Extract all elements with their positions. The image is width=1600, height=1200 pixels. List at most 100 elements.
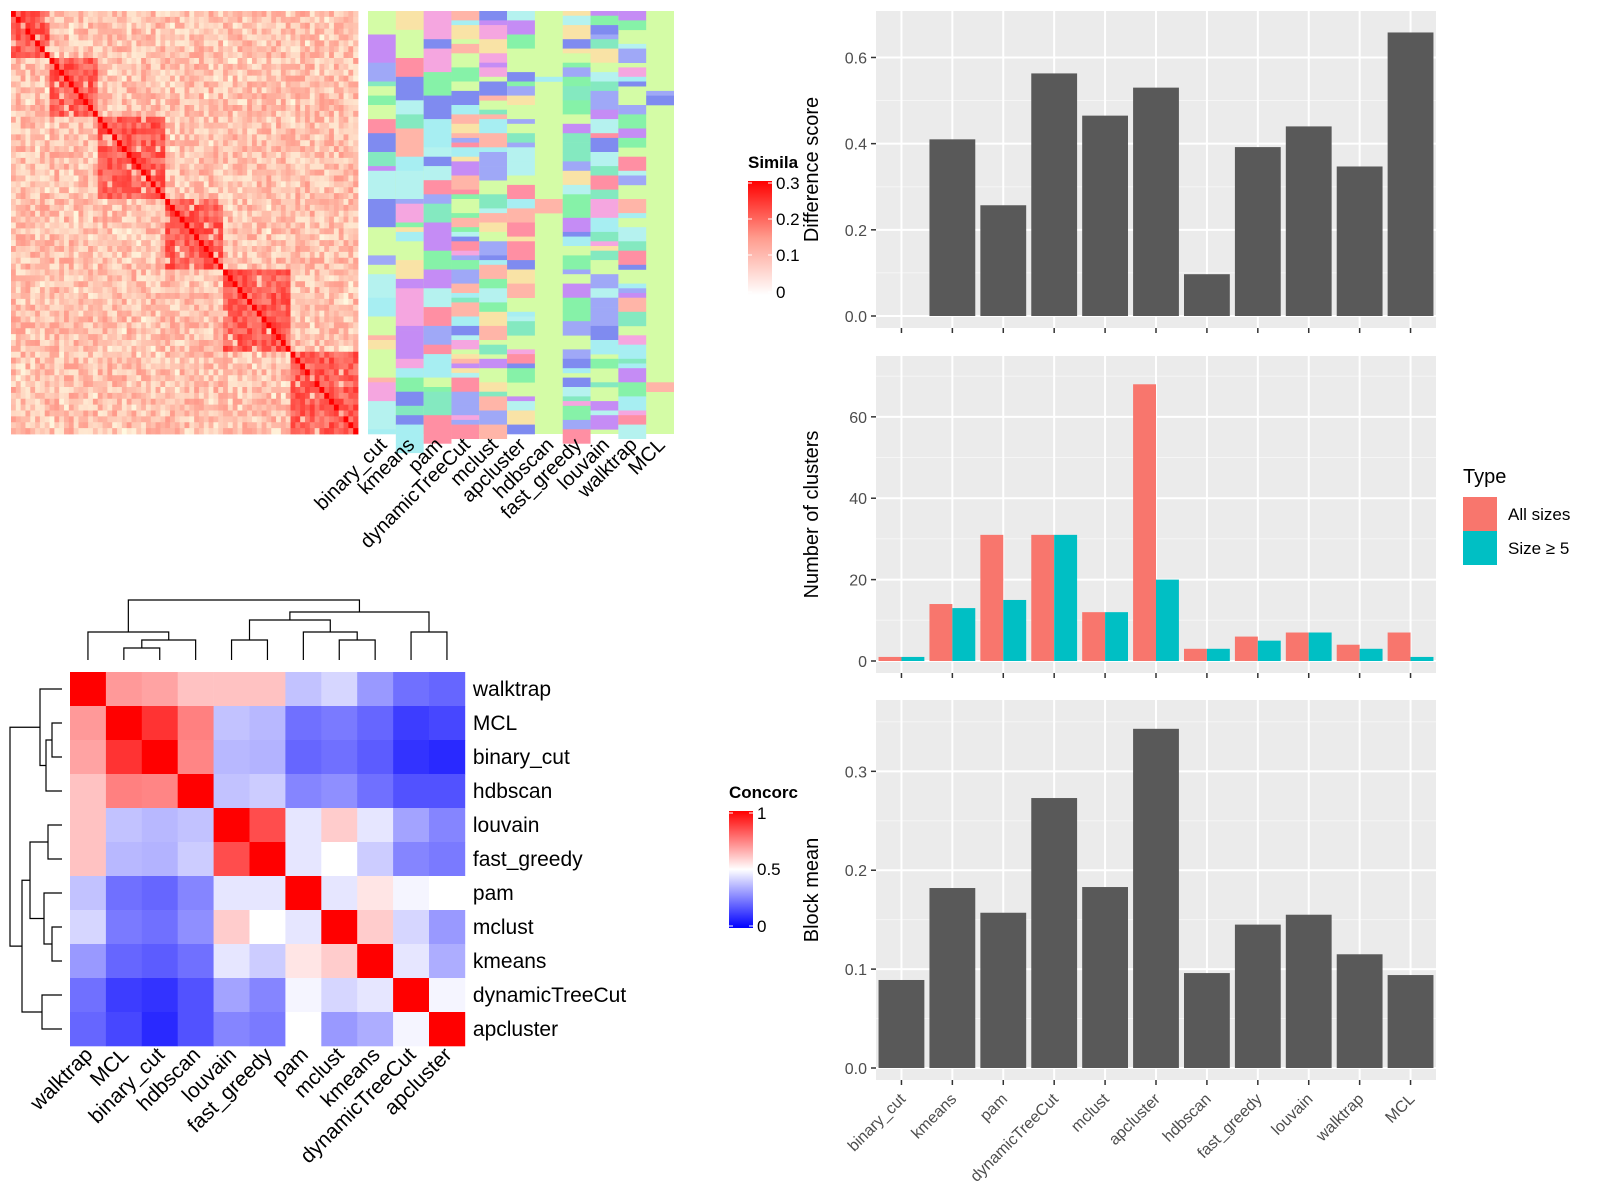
similarity-cell [35,140,41,147]
similarity-cell [150,269,156,276]
similarity-cell [126,269,132,276]
similarity-cell [309,310,316,317]
similarity-cell [112,146,118,153]
similarity-cell [343,392,349,400]
similarity-cell [189,269,195,276]
similarity-cell [333,146,340,153]
similarity-cell [107,40,113,47]
similarity-cell [290,140,296,147]
similarity-cell [271,363,277,370]
similarity-cell [107,163,113,171]
similarity-cell [97,287,103,294]
similarity-cell [203,187,209,194]
similarity-cell [59,28,65,35]
similarity-cell [290,122,296,129]
similarity-cell [232,46,238,53]
similarity-cell [155,169,161,176]
similarity-cell [251,40,258,47]
similarity-cell [59,81,65,88]
similarity-cell [300,140,306,147]
similarity-cell [179,375,185,382]
similarity-cell [304,34,311,41]
similarity-cell [54,75,60,82]
similarity-cell [83,310,89,317]
similarity-cell [242,281,248,288]
similarity-cell [261,281,267,288]
similarity-cell [319,193,325,200]
similarity-cell [15,351,22,359]
similarity-cell [213,11,219,18]
similarity-cell [203,169,209,176]
similarity-cell [68,369,75,376]
similarity-cell [266,316,272,323]
similarity-cell [54,351,60,359]
similarity-cell [136,310,142,317]
similarity-cell [184,310,190,317]
similarity-cell [285,58,291,65]
similarity-cell [213,328,219,335]
similarity-cell [247,210,253,218]
similarity-cell [285,128,291,135]
similarity-cell [242,345,248,353]
similarity-cell [208,40,214,47]
similarity-cell [39,169,46,176]
similarity-cell [59,357,65,364]
similarity-cell [131,404,137,411]
similarity-cell [49,34,55,41]
similarity-cell [261,28,267,35]
similarity-cell [266,234,272,241]
similarity-cell [237,58,243,65]
similarity-cell [25,105,31,112]
similarity-cell [35,216,41,223]
similarity-cell [256,404,263,411]
similarity-cell [295,234,301,241]
similarity-cell [170,122,176,129]
similarity-cell [170,69,176,77]
similarity-cell [189,28,195,35]
similarity-cell [208,381,214,388]
similarity-cell [333,287,340,294]
similarity-cell [242,187,248,194]
similarity-cell [73,75,79,82]
similarity-cell [232,316,238,323]
similarity-cell [165,251,171,259]
similarity-cell [247,16,253,24]
similarity-cell [25,187,31,194]
similarity-cell [266,169,272,176]
similarity-cell [107,28,113,35]
similarity-cell [276,181,282,188]
similarity-cell [251,410,258,417]
similarity-cell [189,263,195,270]
similarity-cell [304,40,311,47]
similarity-cell [198,11,205,18]
similarity-cell [150,128,156,135]
similarity-cell [112,363,118,370]
similarity-cell [49,416,55,423]
similarity-cell [68,169,75,176]
similarity-cell [198,228,205,235]
similarity-cell [329,11,335,18]
similarity-cell [247,40,253,47]
similarity-cell [126,122,132,129]
similarity-cell [136,199,142,206]
similarity-cell [121,134,128,141]
similarity-cell [348,63,354,71]
similarity-cell [237,234,243,241]
similarity-cell [170,328,176,335]
similarity-cell [155,140,161,147]
similarity-cell [223,40,229,47]
similarity-cell [174,351,181,359]
similarity-cell [223,381,229,388]
similarity-cell [64,222,70,229]
similarity-cell [343,234,349,241]
similarity-cell [353,52,359,59]
similarity-cell [73,246,79,253]
similarity-cell [78,281,84,288]
similarity-cell [155,322,161,329]
similarity-cell [112,351,118,359]
similarity-cell [112,269,118,276]
similarity-cell [64,234,70,241]
similarity-cell [174,322,181,329]
similarity-cell [49,222,55,229]
similarity-cell [329,169,335,176]
